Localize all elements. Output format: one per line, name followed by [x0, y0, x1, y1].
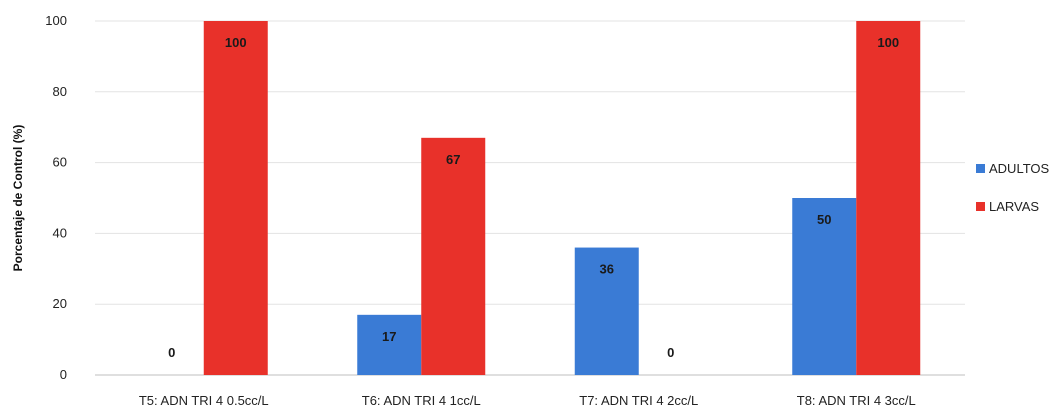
data-label: 0	[168, 345, 175, 360]
data-label: 0	[667, 345, 674, 360]
bars	[203, 21, 921, 375]
category-label: T6: ADN TRI 4 1cc/L	[362, 393, 481, 408]
data-label: 100	[877, 35, 899, 50]
y-tick-label: 100	[45, 13, 67, 28]
bar-adultos-3	[574, 247, 639, 375]
bar-adultos-2	[357, 314, 422, 375]
data-label: 50	[817, 212, 831, 227]
legend-label-adultos: ADULTOS	[989, 161, 1050, 176]
y-tick-label: 60	[53, 155, 67, 170]
y-tick-label: 80	[53, 84, 67, 99]
data-label: 67	[446, 152, 460, 167]
category-label: T5: ADN TRI 4 0.5cc/L	[139, 393, 269, 408]
legend-swatch-larvas	[976, 202, 985, 211]
category-label: T8: ADN TRI 4 3cc/L	[797, 393, 916, 408]
data-label: 36	[600, 262, 614, 277]
category-label: T7: ADN TRI 4 2cc/L	[579, 393, 698, 408]
data-label: 100	[225, 35, 247, 50]
legend-swatch-adultos	[976, 164, 985, 173]
y-axis-title: Porcentaje de Control (%)	[11, 125, 25, 272]
legend-label-larvas: LARVAS	[989, 199, 1039, 214]
data-label: 17	[382, 329, 396, 344]
y-tick-label: 20	[53, 296, 67, 311]
y-tick-label: 0	[60, 367, 67, 382]
category-labels: T5: ADN TRI 4 0.5cc/L T6: ADN TRI 4 1cc/L…	[139, 393, 916, 408]
data-labels: 0 100 17 67 36 0 50 100	[168, 35, 899, 360]
bar-larvas-2	[421, 137, 486, 375]
y-axis-ticks: 0 20 40 60 80 100	[45, 13, 67, 382]
y-tick-label: 40	[53, 225, 67, 240]
bar-larvas-1	[203, 21, 268, 375]
bar-adultos-4	[792, 198, 857, 375]
bar-larvas-4	[856, 21, 921, 375]
legend: ADULTOS LARVAS	[976, 161, 1050, 214]
